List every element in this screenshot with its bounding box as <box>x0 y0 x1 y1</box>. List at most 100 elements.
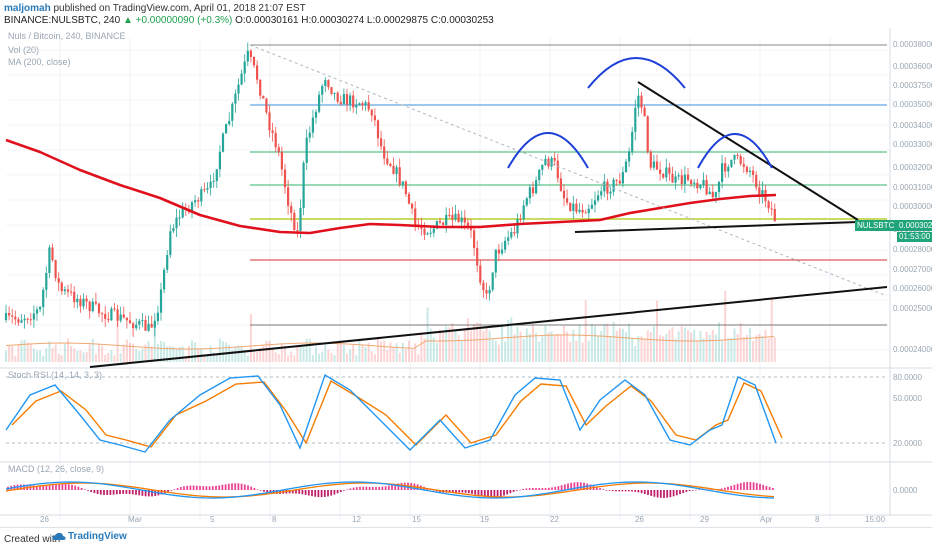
author-link[interactable]: maljomah <box>4 3 51 14</box>
volume-bar <box>693 329 696 362</box>
macd-histogram-bar <box>551 487 553 490</box>
candle-body <box>32 313 35 320</box>
volume-bar <box>305 338 308 362</box>
volume-bar <box>274 352 277 362</box>
macd-histogram-bar <box>103 490 105 495</box>
macd-histogram-bar <box>247 485 249 490</box>
candle-body <box>516 219 519 234</box>
candle-body <box>156 312 159 321</box>
stoch-d-line <box>11 379 783 448</box>
volume-bar <box>423 338 426 362</box>
stoch-axis-tick: 80.0000 <box>893 373 922 382</box>
volume-bar <box>5 350 7 362</box>
candle-body <box>637 95 640 108</box>
volume-bar <box>699 331 702 362</box>
volume-bar <box>649 331 652 362</box>
stoch-axis-tick: 20.0000 <box>893 439 922 448</box>
volume-bar <box>711 330 714 362</box>
candle-body <box>169 231 172 256</box>
candle-body <box>640 95 643 108</box>
volume-bar <box>662 336 665 362</box>
candle-body <box>203 189 206 191</box>
volume-bar <box>625 332 627 362</box>
volume-bar <box>249 313 252 362</box>
candle-body <box>659 169 662 174</box>
macd-histogram-bar <box>685 490 688 492</box>
candle-body <box>243 61 246 74</box>
candle-body <box>628 151 631 162</box>
volume-bar <box>262 344 265 362</box>
volume-bar <box>184 355 187 362</box>
volume-bar <box>339 340 342 362</box>
candle-body <box>237 84 240 94</box>
macd-histogram-bar <box>99 490 102 495</box>
macd-histogram-bar <box>759 483 761 490</box>
macd-histogram-bar <box>135 490 137 495</box>
macd-histogram-bar <box>355 487 358 490</box>
candle-body <box>442 222 445 225</box>
candle-body <box>23 318 26 321</box>
footer: Created with TradingView <box>0 527 932 551</box>
last-price-tag: 0.00030253 <box>897 220 932 231</box>
candle-body <box>135 324 138 329</box>
candle-body <box>122 314 125 318</box>
candle-body <box>215 169 218 182</box>
price-axis-tick: 0.00032000 <box>893 163 932 172</box>
macd-histogram-bar <box>298 490 301 494</box>
macd-histogram-bar <box>720 488 723 490</box>
macd-histogram-bar <box>215 485 217 490</box>
macd-histogram-bar <box>496 490 499 498</box>
macd-histogram-bar <box>541 488 544 490</box>
volume-bar <box>243 349 246 362</box>
candle-body <box>88 301 91 312</box>
macd-histogram-bar <box>691 490 694 491</box>
macd-histogram-bar <box>147 490 150 497</box>
macd-histogram-bar <box>311 490 313 497</box>
volume-bar <box>8 345 11 362</box>
volume-bar <box>572 329 575 362</box>
volume-bar <box>687 330 689 362</box>
volume-bar <box>553 334 556 362</box>
volume-bar <box>85 352 88 362</box>
ma-200-line <box>5 138 777 235</box>
macd-histogram-bar <box>93 490 96 494</box>
volume-bar <box>370 351 373 362</box>
candle-body <box>150 323 153 328</box>
volume-bar <box>135 349 138 362</box>
candle-body <box>696 182 699 189</box>
macd-histogram-bar <box>368 486 371 490</box>
candle-body <box>218 151 221 170</box>
candle-body <box>488 289 491 294</box>
volume-bar <box>652 326 655 362</box>
volume-bar <box>129 342 131 362</box>
volume-bar <box>246 355 249 362</box>
candle-body <box>132 323 135 329</box>
candle-body <box>724 163 727 172</box>
candle-body <box>63 289 66 292</box>
volume-bar <box>231 349 234 362</box>
candle-body <box>274 132 277 148</box>
volume-bar <box>463 328 466 362</box>
volume-bar <box>621 328 624 362</box>
volume-bar <box>277 354 280 362</box>
candle-body <box>612 179 615 192</box>
macd-histogram-bar <box>749 482 752 490</box>
volume-bar <box>215 355 218 362</box>
volume-bar <box>730 338 733 362</box>
macd-histogram-bar <box>682 490 685 494</box>
candle-body <box>113 308 116 310</box>
candle-body <box>293 212 296 231</box>
volume-bar <box>315 346 317 362</box>
volume-bar <box>631 337 634 362</box>
price-axis-tick: 0.00035000 <box>893 100 932 109</box>
stoch-legend: Stoch RSI (14, 14, 3, 3) <box>8 370 103 380</box>
volume-bar <box>107 353 110 362</box>
candle-body <box>739 155 742 164</box>
candle-body <box>107 318 110 321</box>
macd-histogram-bar <box>125 490 128 494</box>
volume-bar <box>432 337 435 362</box>
candle-body <box>110 308 113 321</box>
candle-body <box>559 178 562 191</box>
macd-histogram-bar <box>605 490 608 491</box>
